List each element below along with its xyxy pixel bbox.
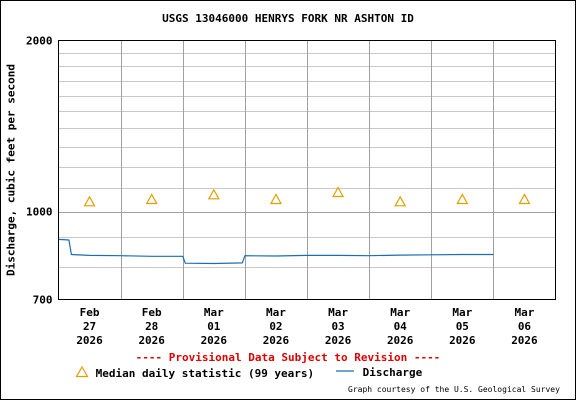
x-tick-label-line: Mar xyxy=(390,306,411,319)
legend-median-label: Median daily statistic (99 years) xyxy=(95,367,315,380)
credit-text: Graph courtesy of the U.S. Geological Su… xyxy=(348,385,560,394)
chart-title: USGS 13046000 HENRYS FORK NR ASHTON ID xyxy=(162,12,414,25)
x-tick-label-line: 28 xyxy=(145,320,159,333)
x-tick-label-line: 2026 xyxy=(324,334,352,347)
major-grid xyxy=(58,40,556,300)
x-tick-label-line: 2026 xyxy=(449,334,476,347)
x-tick-label-line: Mar xyxy=(452,306,473,319)
x-tick-label-line: Mar xyxy=(328,306,348,319)
median-marker xyxy=(394,195,407,207)
x-tick-label-line: 2026 xyxy=(386,334,414,347)
x-tick-label-line: 05 xyxy=(455,320,469,333)
x-tick-label-line: Mar xyxy=(203,306,224,319)
provisional-notice: ---- Provisional Data Subject to Revisio… xyxy=(135,351,441,364)
x-tick-label-line: Mar xyxy=(266,306,286,319)
median-marker xyxy=(332,186,345,198)
x-tick-label-line: Feb xyxy=(79,306,100,319)
x-tick-label: Mar 04 2026 xyxy=(370,306,430,348)
x-tick-label: Mar 06 2026 xyxy=(494,306,554,348)
x-tick-label-line: 2026 xyxy=(200,334,228,347)
y-tick-label: 1000 xyxy=(26,206,53,219)
median-marker xyxy=(83,195,96,207)
x-tick-label: Mar 05 2026 xyxy=(432,306,492,348)
y-tick-labels: 700 1000 2000 xyxy=(26,35,53,307)
x-tick-label: Mar 01 2026 xyxy=(184,306,244,348)
x-tick-label-line: 06 xyxy=(517,320,532,333)
series-layer xyxy=(58,186,531,265)
median-marker xyxy=(456,193,469,205)
x-tick-label-line: 27 xyxy=(82,320,97,333)
median-marker xyxy=(269,193,282,205)
triangle-icon xyxy=(75,365,89,378)
x-tick-label-line: 2026 xyxy=(138,334,165,347)
median-marker xyxy=(207,188,220,200)
y-tick-label: 2000 xyxy=(26,35,53,48)
median-marker xyxy=(145,193,158,205)
x-tick-label-line: 2026 xyxy=(511,334,538,347)
x-tick-label-line: 2026 xyxy=(262,334,290,347)
x-tick-label-line: 02 xyxy=(269,320,283,333)
x-tick-label: Mar 03 2026 xyxy=(308,306,368,348)
legend-discharge: Discharge xyxy=(336,366,422,379)
x-tick-label-line: 04 xyxy=(393,320,407,333)
discharge-line xyxy=(58,238,494,265)
x-tick-label-line: 2026 xyxy=(76,334,103,347)
x-tick-label-line: 03 xyxy=(331,320,345,333)
plot-border xyxy=(58,40,556,300)
line-icon xyxy=(336,370,354,372)
legend-median: Median daily statistic (99 years) xyxy=(75,365,315,380)
x-tick-label-line: Mar xyxy=(514,306,535,319)
x-tick-label-line: 01 xyxy=(207,320,221,333)
x-tick-label: Feb 27 2026 xyxy=(60,306,120,348)
x-tick-label-line: Feb xyxy=(141,306,162,319)
legend-discharge-label: Discharge xyxy=(362,366,423,379)
x-tick-label: Mar 02 2026 xyxy=(246,306,306,348)
x-tick-label: Feb 28 2026 xyxy=(122,306,182,348)
median-marker xyxy=(518,193,531,205)
y-tick-label: 700 xyxy=(33,294,53,307)
